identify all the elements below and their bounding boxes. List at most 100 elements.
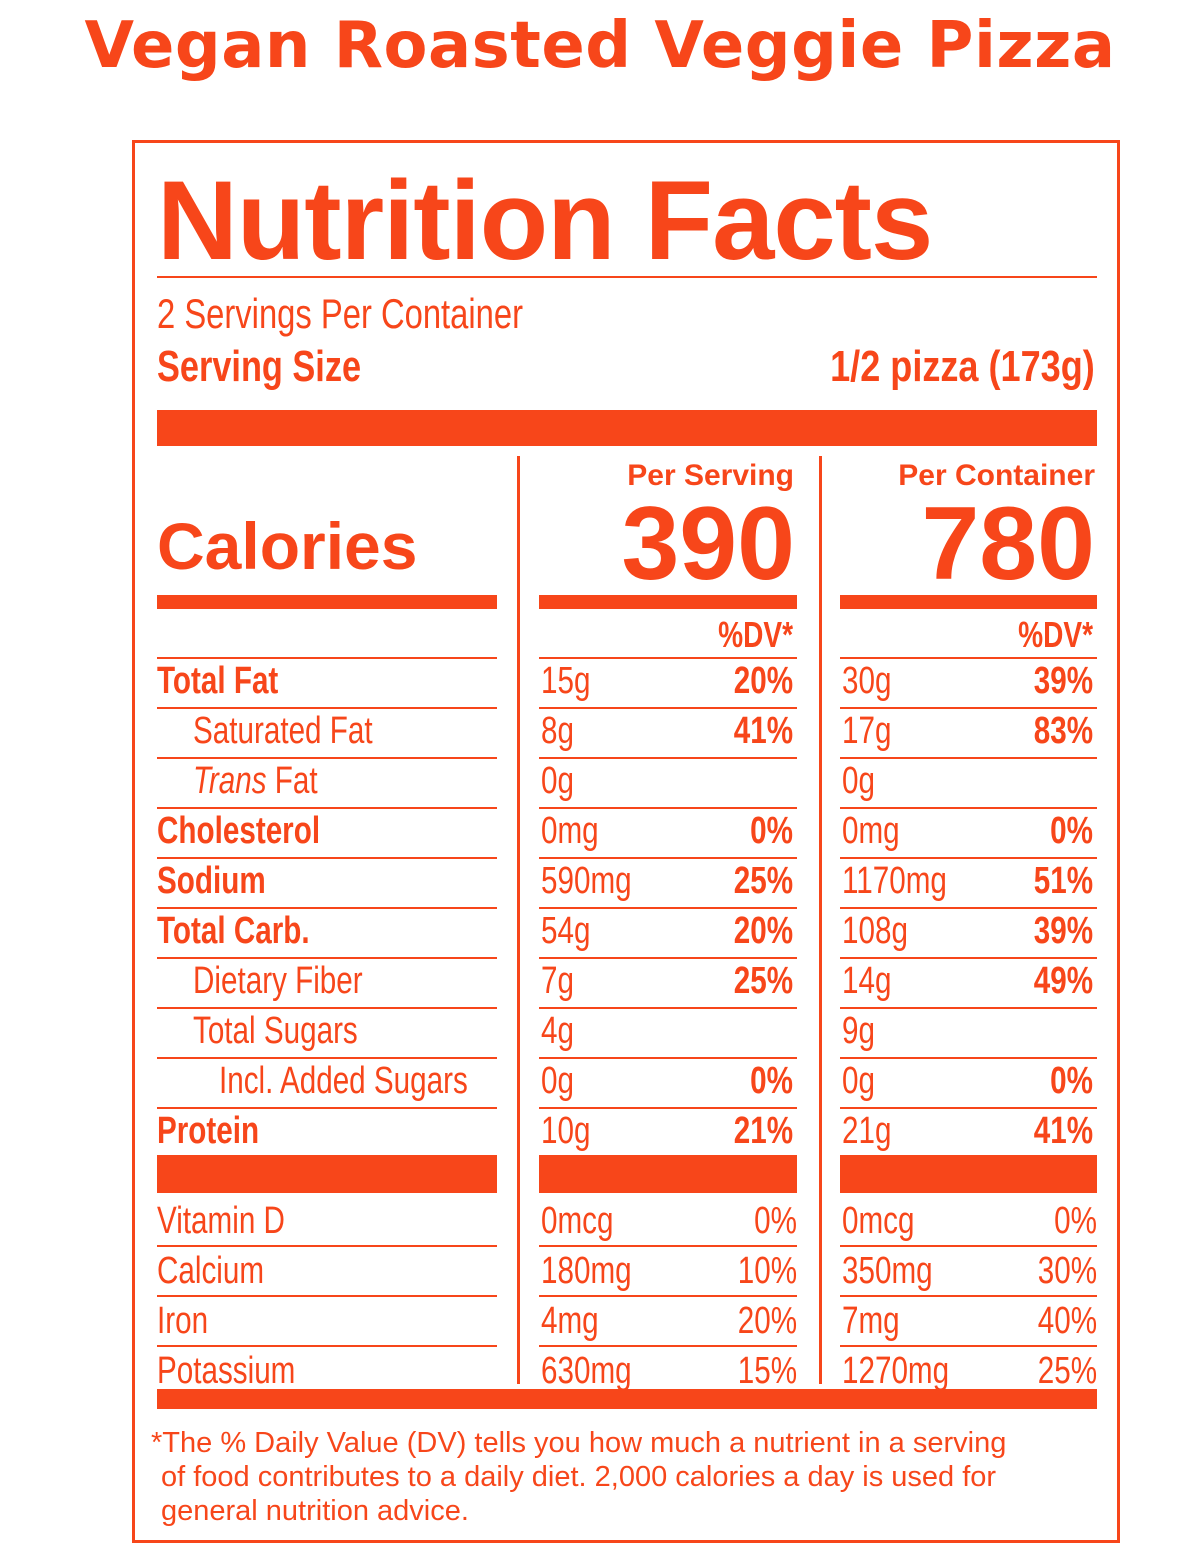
row-divider [157,1007,497,1009]
row-divider [539,1007,797,1009]
serving-amount: 54g [541,910,591,952]
serving-amount: 10g [541,1110,591,1152]
row-divider [840,1245,1097,1247]
row-divider [539,857,797,859]
container-amount: 7mg [842,1300,900,1342]
serving-amount: 0mcg [541,1200,614,1242]
serving-dv: 20% [733,910,793,952]
nutrient-name: Cholesterol [157,810,321,852]
row-divider [539,907,797,909]
nutrient-name: Total Carb. [157,910,310,952]
vitamin-name: Iron [157,1300,209,1342]
row-divider [539,707,797,709]
row-divider [840,657,1097,659]
row-divider [157,757,497,759]
serving-amount: 0g [541,1060,574,1102]
container-dv: 0% [1050,1060,1093,1102]
nutrient-name: Incl. Added Sugars [219,1060,468,1102]
row-divider [157,1245,497,1247]
row-divider [840,757,1097,759]
vitamin-divider [539,1155,797,1193]
row-divider [539,1245,797,1247]
container-amount: 0mg [842,810,900,852]
thick-divider [157,410,1097,446]
serving-dv: 15% [737,1350,797,1392]
vitamin-name: Potassium [157,1350,296,1392]
vitamin-name: Calcium [157,1250,265,1292]
serving-dv: 20% [737,1300,797,1342]
row-divider [157,957,497,959]
servings-per-container: 2 Servings Per Container [157,290,524,337]
bottom-divider [157,1389,1097,1409]
container-amount: 17g [842,710,892,752]
serving-amount: 180mg [541,1250,632,1292]
column-divider [517,456,520,1384]
container-dv: 51% [1033,860,1093,902]
row-divider [539,757,797,759]
serving-amount: 8g [541,710,574,752]
row-divider [840,1295,1097,1297]
container-amount: 1170mg [842,860,947,902]
container-dv: 0% [1054,1200,1097,1242]
serving-amount: 0g [541,760,574,802]
serving-dv: 20% [733,660,793,702]
vitamin-divider [157,1155,497,1193]
row-divider [840,907,1097,909]
serving-dv: 0% [754,1200,797,1242]
row-divider [539,1057,797,1059]
row-divider [157,807,497,809]
container-amount: 14g [842,960,892,1002]
container-amount: 21g [842,1110,892,1152]
serving-dv: 25% [733,960,793,1002]
container-dv: 39% [1033,660,1093,702]
calories-divider [157,595,497,609]
dv-footnote: *The % Daily Value (DV) tells you how mu… [151,1426,1091,1528]
container-amount: 30g [842,660,892,702]
container-amount: 350mg [842,1250,933,1292]
container-dv: 25% [1037,1350,1097,1392]
nutrient-name: Saturated Fat [193,710,373,752]
row-divider [157,907,497,909]
container-amount: 0mcg [842,1200,915,1242]
calories-per-container: 780 [921,486,1095,602]
row-divider [157,1107,497,1109]
row-divider [840,957,1097,959]
nutrition-facts-panel: Nutrition Facts 2 Servings Per Container… [132,140,1120,1543]
row-divider [157,657,497,659]
dv-header-serving: %DV* [718,614,793,655]
footnote-line: general nutrition advice. [161,1495,469,1527]
footnote-line: *The % Daily Value (DV) tells you how mu… [151,1427,1007,1459]
serving-amount: 630mg [541,1350,632,1392]
nutrition-facts-heading: Nutrition Facts [157,158,933,283]
container-dv: 39% [1033,910,1093,952]
serving-dv: 0% [750,1060,793,1102]
nutrient-name: Total Fat [157,660,279,702]
serving-amount: 590mg [541,860,632,902]
serving-amount: 0mg [541,810,599,852]
serving-size-value: 1/2 pizza (173g) [830,342,1095,391]
vitamin-divider [840,1155,1097,1193]
row-divider [539,1107,797,1109]
calories-per-serving: 390 [621,486,795,602]
per-serving-header: Per Serving [627,459,794,492]
row-divider [840,1107,1097,1109]
container-amount: 1270mg [842,1350,950,1392]
serving-amount: 15g [541,660,591,702]
container-dv: 0% [1050,810,1093,852]
serving-dv: 41% [733,710,793,752]
serving-dv: 10% [737,1250,797,1292]
row-divider [157,1345,497,1347]
dv-header-container: %DV* [1018,614,1093,655]
serving-dv: 21% [733,1110,793,1152]
row-divider [157,1057,497,1059]
row-divider [840,1007,1097,1009]
container-amount: 0g [842,760,875,802]
nutrient-name: Total Sugars [193,1010,358,1052]
container-amount: 9g [842,1010,875,1052]
calories-divider [539,595,797,609]
product-title: Vegan Roasted Veggie Pizza [84,9,1116,83]
serving-amount: 4g [541,1010,574,1052]
container-dv: 30% [1037,1250,1097,1292]
container-amount: 0g [842,1060,875,1102]
footnote-line: of food contributes to a daily diet. 2,0… [161,1461,997,1493]
